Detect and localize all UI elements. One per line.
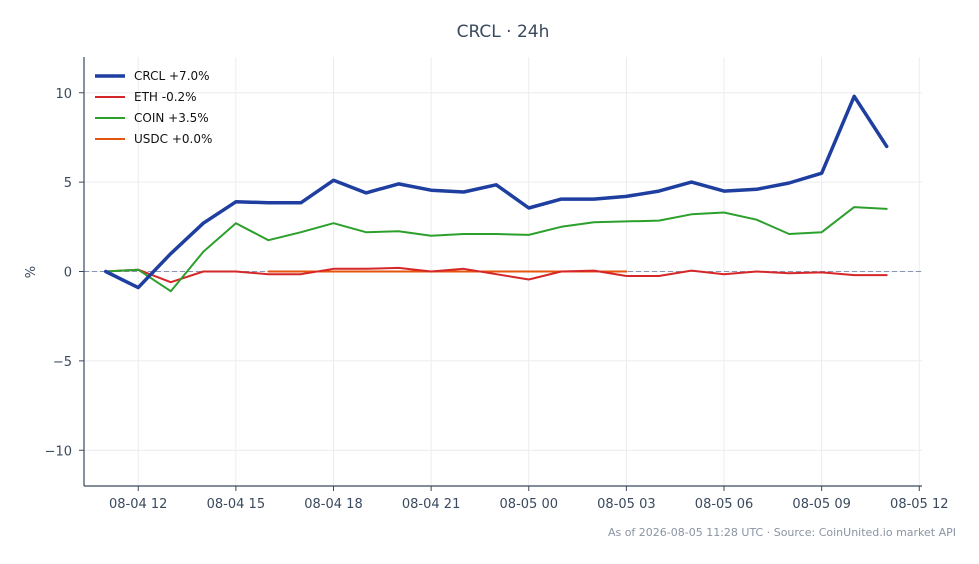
chart-title: CRCL · 24h bbox=[457, 22, 550, 42]
series-line-eth bbox=[104, 266, 888, 284]
x-tick-label: 08-05 03 bbox=[597, 497, 655, 512]
x-tick-label: 08-05 12 bbox=[890, 497, 948, 512]
x-tick-label: 08-04 21 bbox=[402, 497, 460, 512]
y-tick-label: 10 bbox=[55, 87, 72, 102]
x-tick-label: 08-05 00 bbox=[500, 497, 558, 512]
legend: CRCL +7.0% ETH -0.2% COIN +3.5% USDC +0.0% bbox=[95, 69, 212, 146]
y-tick-label: 0 bbox=[64, 266, 72, 281]
legend-label-crcl: CRCL +7.0% bbox=[134, 69, 210, 83]
y-tick-label: −10 bbox=[45, 444, 72, 459]
legend-label-coin: COIN +3.5% bbox=[134, 111, 209, 125]
series-layer bbox=[103, 94, 889, 293]
legend-label-eth: ETH -0.2% bbox=[134, 90, 197, 104]
series-line-crcl bbox=[103, 94, 889, 290]
x-tick-label: 08-04 15 bbox=[207, 497, 265, 512]
x-tick-label: 08-04 12 bbox=[109, 497, 167, 512]
series-line-coin bbox=[104, 206, 888, 293]
y-tick-label: 5 bbox=[64, 176, 72, 191]
legend-label-usdc: USDC +0.0% bbox=[134, 132, 212, 146]
x-axis-ticks: 08-04 12 08-04 15 08-04 18 08-04 21 08-05 00… bbox=[109, 486, 949, 512]
line-chart: CRCL · 24h 08-04 12 08-04 15 08-04 18 08-04… bbox=[24, 22, 949, 512]
y-tick-label: −5 bbox=[53, 355, 72, 370]
y-axis-label: % bbox=[24, 266, 39, 278]
source-footer: As of 2026-08-05 11:28 UTC · Source: Coi… bbox=[607, 526, 956, 539]
x-tick-label: 08-05 06 bbox=[695, 497, 753, 512]
y-axis-ticks: 10 5 0 −5 −10 bbox=[45, 87, 84, 459]
x-tick-label: 08-04 18 bbox=[304, 497, 362, 512]
x-tick-label: 08-05 09 bbox=[792, 497, 850, 512]
